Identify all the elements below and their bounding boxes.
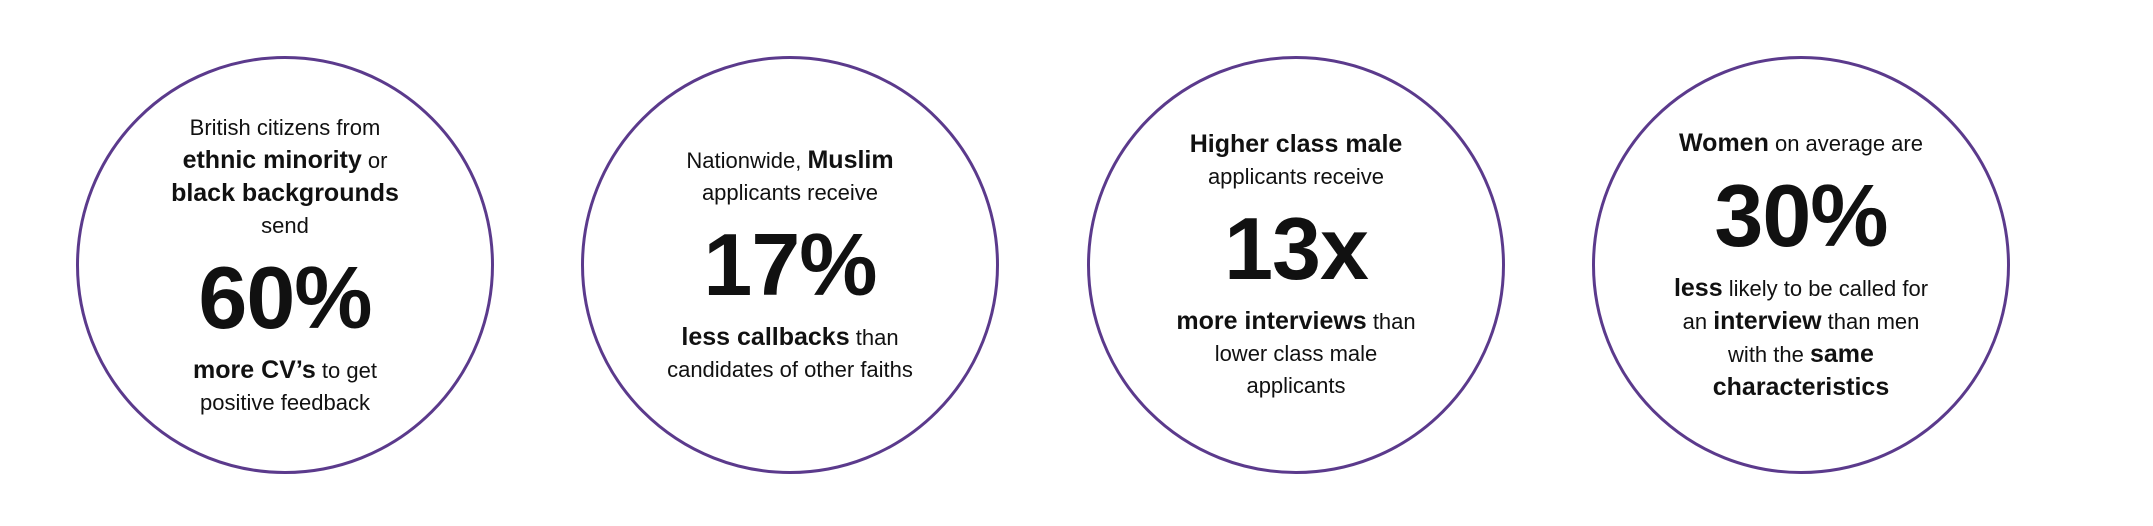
text-line: applicants receive xyxy=(702,177,878,209)
text-line: more interviews than xyxy=(1176,305,1415,338)
stat-figure: 60% xyxy=(198,247,372,347)
text: than xyxy=(849,325,899,350)
text: applicants xyxy=(1246,373,1346,398)
text-line: positive feedback xyxy=(200,387,370,419)
stat-circle: British citizens from ethnic minority or b… xyxy=(76,56,494,474)
text-line: British citizens from xyxy=(190,112,381,144)
text: Nationwide, xyxy=(686,148,808,173)
text: applicants receive xyxy=(701,180,879,205)
bold-text: less callbacks xyxy=(681,323,850,351)
bold-text: more CV’s xyxy=(193,355,316,384)
bold-text: same xyxy=(1809,339,1874,368)
text-line: characteristics xyxy=(1713,371,1890,404)
stat-circle: Nationwide, Muslim applicants receive 17% l… xyxy=(581,56,999,474)
text-line: black backgrounds xyxy=(171,177,399,210)
bold-text: Muslim xyxy=(807,146,894,174)
text: than men xyxy=(1821,308,1920,334)
text-line: applicants receive xyxy=(1208,161,1384,193)
text: or xyxy=(361,147,388,173)
bold-text: ethnic minority xyxy=(182,145,362,174)
bold-text: more interviews xyxy=(1176,307,1367,335)
text-line: ethnic minority or xyxy=(183,144,388,177)
bold-text: less xyxy=(1673,273,1723,302)
stat-figure: 13x xyxy=(1224,199,1369,298)
text-line: candidates of other faiths xyxy=(667,354,913,386)
bold-text: characteristics xyxy=(1712,372,1890,401)
text: British citizens from xyxy=(189,114,381,140)
stat-circle: Higher class male applicants receive 13x mo… xyxy=(1087,56,1505,474)
text-line: Higher class male xyxy=(1190,128,1403,161)
text: to get xyxy=(315,357,377,383)
bold-text: black backgrounds xyxy=(171,178,399,207)
text: than xyxy=(1366,309,1416,334)
text: with the xyxy=(1728,341,1810,367)
bold-text: Women xyxy=(1679,128,1769,157)
text: candidates of other faiths xyxy=(667,357,913,382)
text-line: Nationwide, Muslim xyxy=(686,144,893,177)
text-line: more CV’s to get xyxy=(193,354,377,387)
text: positive feedback xyxy=(200,389,370,415)
text: applicants receive xyxy=(1207,164,1385,189)
stat-figure: 30% xyxy=(1714,165,1888,265)
text: lower class male xyxy=(1214,341,1378,366)
text: on average are xyxy=(1768,130,1923,156)
bold-text: interview xyxy=(1713,306,1822,335)
stat-figure: 17% xyxy=(703,215,877,314)
text-line: applicants xyxy=(1246,370,1345,402)
text: an xyxy=(1682,308,1714,334)
text: send xyxy=(261,212,309,238)
text-line: less likely to be called for xyxy=(1674,272,1928,305)
text-line: lower class male xyxy=(1215,338,1378,370)
stat-circle: Women on average are 30% less likely to be… xyxy=(1592,56,2010,474)
text-line: an interview than men xyxy=(1683,305,1920,338)
bold-text: Higher class male xyxy=(1189,130,1403,158)
text-line: send xyxy=(261,210,309,242)
text: likely to be called for xyxy=(1722,275,1929,301)
text-line: less callbacks than xyxy=(681,321,898,354)
text-line: Women on average are xyxy=(1679,127,1923,160)
text-line: with the same xyxy=(1728,338,1874,371)
